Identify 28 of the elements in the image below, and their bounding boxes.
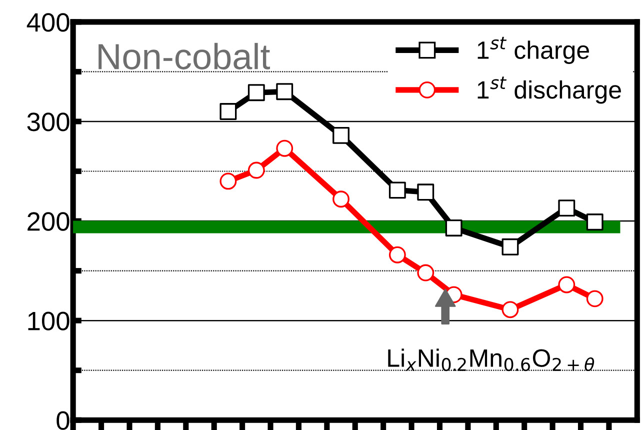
y-tick-label: 200	[28, 212, 70, 231]
point	[586, 214, 604, 230]
annotation: Non-cobalt	[98, 42, 270, 70]
legend-label: 1$^{st}$ discharge	[478, 76, 621, 104]
y-tick-label: 0	[56, 411, 70, 430]
point	[248, 84, 265, 102]
annotation: Li$_{x}$Ni$_{0.2}$Mn$_{0.6}$O$_{2+θ}$	[388, 348, 594, 372]
y-tick-label: 100	[28, 312, 70, 330]
y-tick-label: 400	[26, 13, 70, 32]
point	[417, 184, 434, 201]
point	[417, 264, 434, 282]
point	[388, 182, 406, 199]
y-tick-label: 300	[27, 112, 70, 132]
point	[276, 140, 294, 157]
point	[445, 220, 462, 236]
point	[586, 290, 604, 308]
point	[276, 83, 294, 100]
point	[558, 276, 576, 294]
point	[332, 126, 350, 144]
point	[558, 200, 576, 217]
point	[332, 190, 350, 208]
point	[502, 301, 519, 318]
point	[388, 246, 406, 264]
legend-label: 1$^{st}$ charge	[478, 36, 589, 64]
point	[220, 172, 237, 190]
point	[248, 162, 265, 179]
point	[502, 238, 519, 256]
point	[220, 103, 237, 120]
